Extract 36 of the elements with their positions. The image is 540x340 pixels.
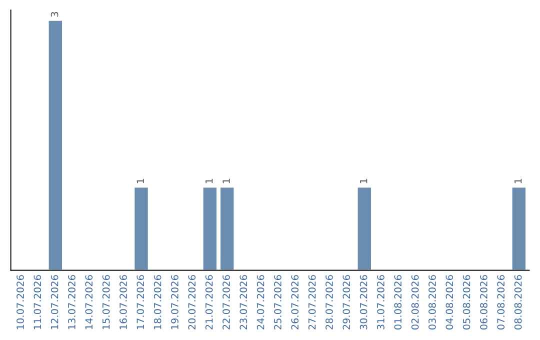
x-tick-label: 24.07.2026 (256, 275, 264, 330)
x-tick-label: 20.07.2026 (188, 275, 196, 330)
data-label: 1 (514, 178, 522, 184)
data-label: 1 (136, 178, 144, 184)
x-tick-label: 04.08.2026 (446, 275, 454, 330)
x-tick-label: 21.07.2026 (205, 275, 213, 330)
x-tick-label: 30.07.2026 (360, 275, 368, 330)
x-tick-label: 26.07.2026 (291, 275, 299, 330)
x-tick-label: 31.07.2026 (377, 275, 384, 330)
x-tick-label: 19.07.2026 (171, 275, 178, 330)
data-label: 1 (222, 178, 230, 184)
data-label: 3 (50, 12, 58, 17)
x-tick-label: 28.07.2026 (326, 275, 333, 330)
x-tick-label: 10.07.2026 (16, 275, 24, 330)
x-tick-label: 13.07.2026 (68, 275, 76, 330)
x-tick-label: 05.08.2026 (462, 275, 470, 330)
x-tick-label: 08.08.2026 (514, 275, 522, 330)
x-tick-label: 07.08.2026 (497, 275, 505, 330)
x-tick-label: 12.07.2026 (50, 275, 58, 330)
x-tick-label: 17.07.2026 (136, 275, 144, 330)
x-tick-label: 03.08.2026 (428, 275, 436, 330)
x-tick-label: 14.07.2026 (85, 275, 93, 330)
x-tick-label: 23.07.2026 (240, 275, 248, 330)
x-tick-label: 29.07.2026 (342, 275, 350, 330)
x-tick-label: 06.08.2026 (480, 275, 488, 330)
x-tick-label: 15.07.2026 (102, 275, 110, 330)
x-tick-label: 11.07.2026 (34, 275, 42, 330)
x-tick-label: 25.07.2026 (274, 275, 282, 330)
data-label: 1 (206, 178, 213, 184)
data-label: 1 (360, 178, 368, 184)
x-tick-label: 18.07.2026 (154, 275, 162, 330)
x-tick-label: 16.07.2026 (120, 275, 127, 330)
x-tick-label: 22.07.2026 (222, 275, 230, 330)
x-tick-label: 01.08.2026 (394, 275, 402, 330)
x-tick-label: 27.07.2026 (308, 275, 316, 330)
x-tick-label: 02.08.2026 (411, 275, 419, 330)
